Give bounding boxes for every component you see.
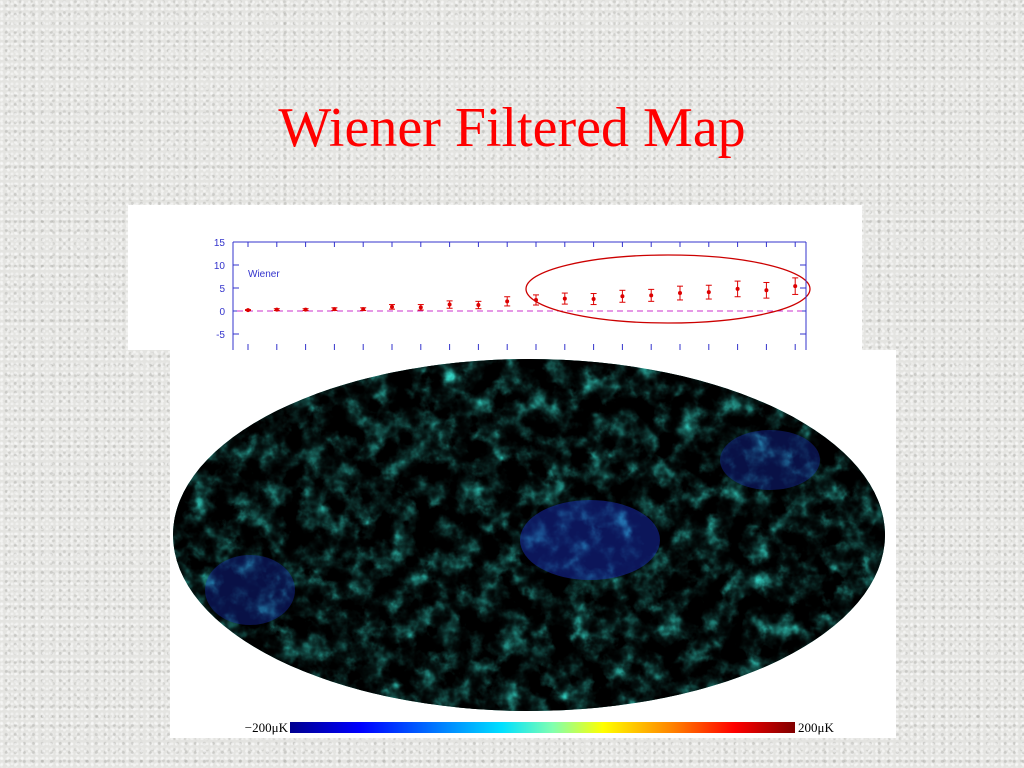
y-tick-label: 10: [214, 261, 226, 272]
data-point: [620, 294, 625, 299]
data-point: [332, 307, 337, 312]
data-point: [246, 308, 250, 313]
data-point: [418, 305, 423, 310]
y-tick-label: 5: [219, 284, 225, 295]
data-point: [764, 288, 769, 293]
colorbar-gradient: [290, 722, 795, 733]
legend-label: Wiener: [248, 269, 280, 280]
cmb-sky-map-panel: −200μK 200μK: [170, 350, 896, 738]
data-points: [245, 277, 799, 313]
y-tick-label: 15: [214, 238, 226, 249]
data-point: [274, 307, 279, 312]
data-point: [735, 286, 740, 291]
data-point: [303, 307, 308, 312]
colorbar: −200μK 200μK: [170, 720, 896, 736]
sky-map-body: [173, 359, 885, 711]
data-point: [505, 299, 510, 304]
data-point: [706, 290, 711, 295]
highlight-group: [525, 254, 811, 324]
data-point: [678, 291, 682, 296]
data-point: [649, 293, 654, 298]
data-point: [591, 297, 596, 302]
data-point: [793, 284, 798, 289]
colorbar-max-label: 200μK: [798, 720, 834, 735]
data-point: [562, 296, 567, 301]
data-point: [361, 307, 366, 312]
sky-map: [173, 359, 885, 711]
colorbar-min-label: −200μK: [244, 720, 288, 735]
data-point: [390, 304, 394, 309]
x-axis-ticks: [247, 242, 796, 350]
plot-frame: [232, 241, 807, 350]
slide-title: Wiener Filtered Map: [278, 97, 746, 159]
y-tick-label: 0: [219, 307, 225, 318]
y-tick-label: -5: [216, 330, 225, 341]
data-point: [447, 302, 452, 307]
highlight-ellipse: [525, 254, 811, 324]
data-point: [476, 303, 481, 308]
